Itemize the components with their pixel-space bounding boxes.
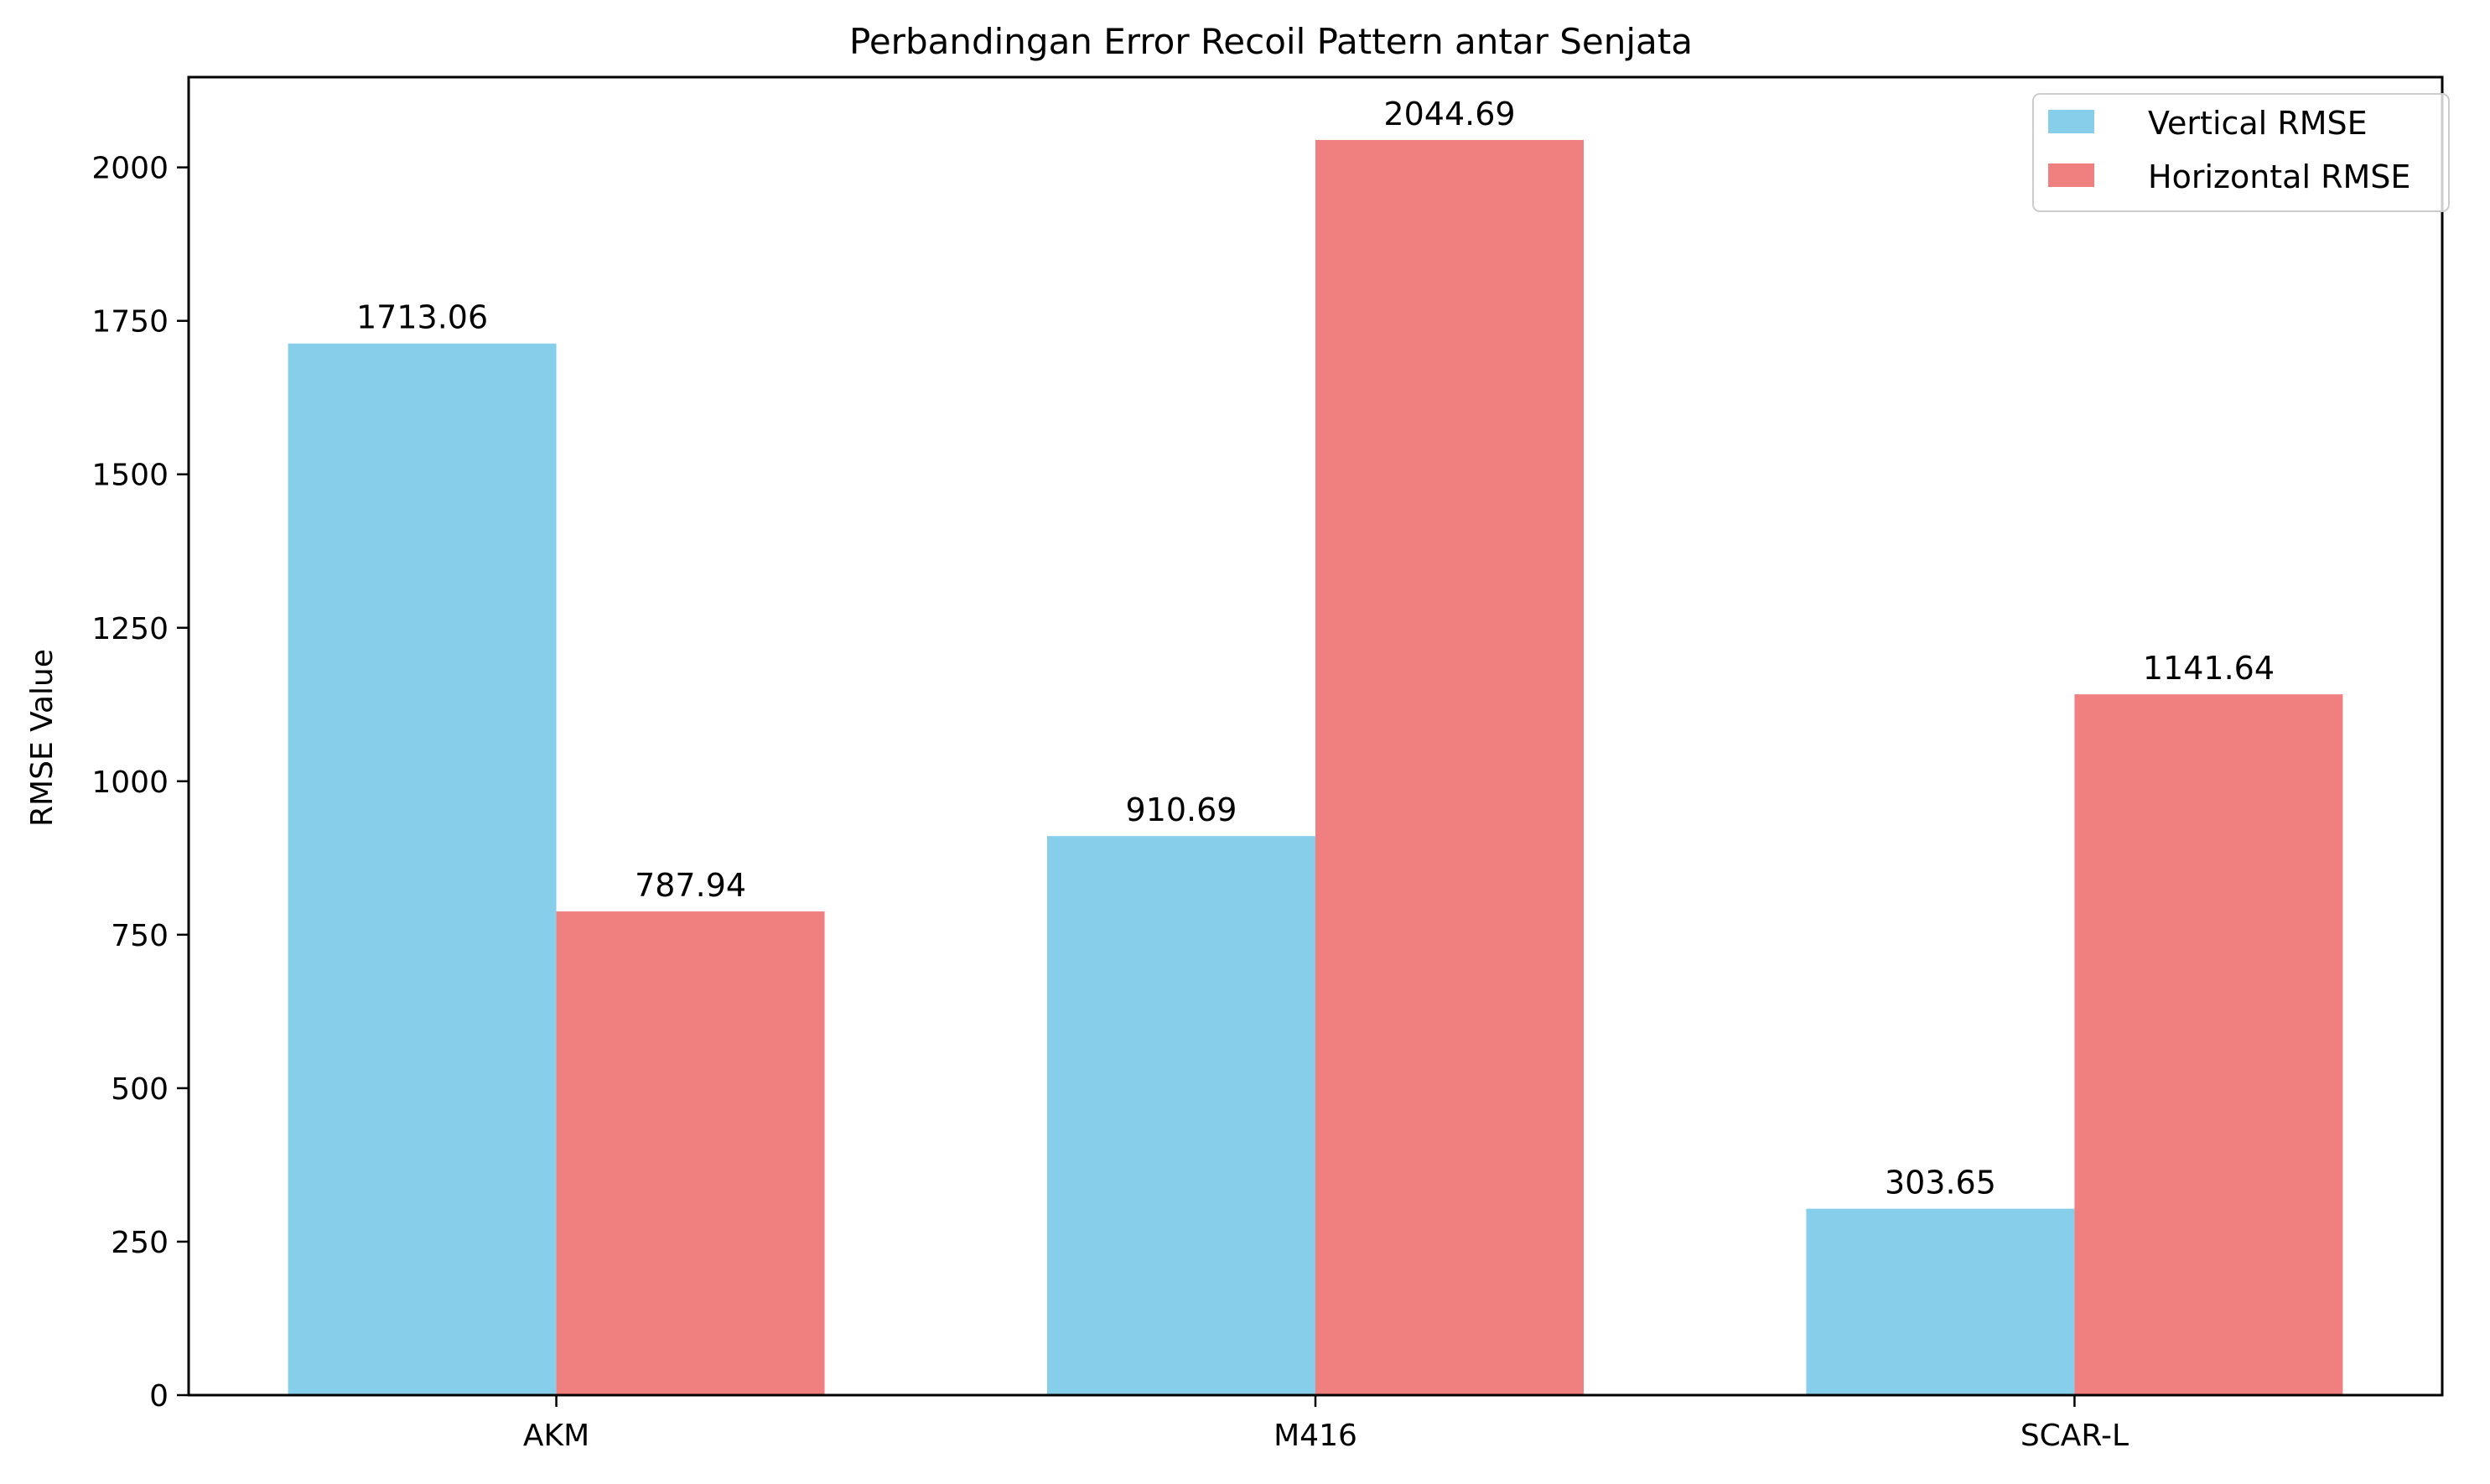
bar-vertical-rmse-scar-l (1806, 1208, 2075, 1395)
y-tick-label: 1750 (91, 305, 169, 340)
y-tick-label: 1250 (91, 612, 169, 646)
value-label: 303.65 (1885, 1165, 1996, 1201)
chart-title: Perbandingan Error Recoil Pattern antar … (849, 21, 1693, 62)
bar-horizontal-rmse-akm (556, 911, 825, 1395)
value-label: 787.94 (635, 867, 746, 904)
value-label: 1713.06 (356, 299, 488, 336)
y-tick-label: 250 (111, 1226, 169, 1260)
bar-horizontal-rmse-m416 (1315, 139, 1584, 1395)
legend-swatch-vertical (2048, 110, 2094, 133)
y-axis-label: RMSE Value (25, 649, 60, 827)
bars-layer (288, 139, 2343, 1395)
y-tick-label: 750 (111, 919, 169, 953)
legend: Vertical RMSE Horizontal RMSE (2032, 93, 2450, 212)
bar-horizontal-rmse-scar-l (2074, 694, 2343, 1395)
x-tick-label: AKM (523, 1419, 589, 1453)
legend-label-horizontal: Horizontal RMSE (2148, 158, 2410, 195)
value-label: 910.69 (1126, 791, 1237, 828)
plot-area-frame (187, 75, 2444, 1397)
y-tick-label: 500 (111, 1072, 169, 1107)
y-tick-label: 1000 (91, 765, 169, 800)
legend-swatch-horizontal (2048, 163, 2094, 187)
legend-box (2032, 93, 2450, 212)
y-tick-label: 1500 (91, 459, 169, 493)
bar-vertical-rmse-akm (288, 343, 557, 1395)
value-label: 2044.69 (1383, 96, 1515, 132)
x-axis-ticks: AKM M416 SCAR-L (523, 1395, 2129, 1453)
value-label: 1141.64 (2143, 650, 2275, 687)
x-tick-label: SCAR-L (2021, 1419, 2129, 1453)
bar-vertical-rmse-m416 (1047, 836, 1315, 1395)
y-axis-ticks: 0 250 500 750 1000 1250 1500 1750 2000 (91, 152, 189, 1414)
legend-label-vertical: Vertical RMSE (2148, 105, 2368, 142)
y-tick-label: 2000 (91, 152, 169, 186)
value-labels-layer: 1713.06 787.94 910.69 2044.69 303.65 1141.64 (356, 96, 2275, 1201)
y-tick-label: 0 (149, 1379, 169, 1414)
x-tick-label: M416 (1274, 1419, 1357, 1453)
